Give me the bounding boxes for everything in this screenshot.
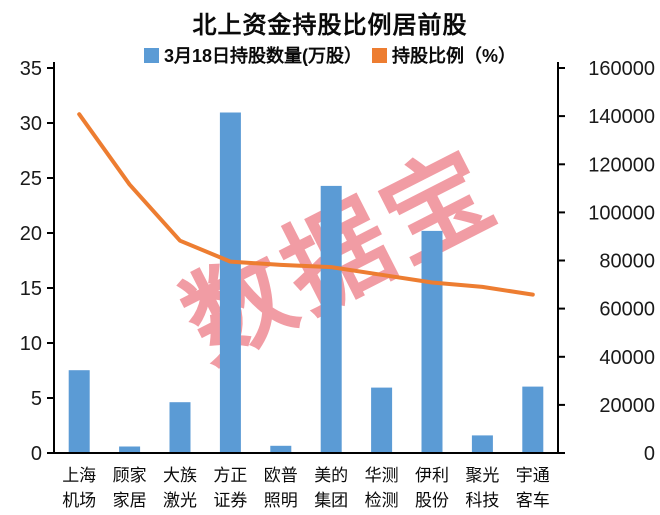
x-axis-category-label: 股份: [415, 491, 449, 510]
bar: [169, 402, 191, 453]
right-axis-tick-label: 160000: [588, 58, 655, 80]
bar: [522, 386, 544, 453]
right-axis-tick-label: 80000: [599, 251, 655, 273]
x-axis-category-label: 聚光: [465, 466, 499, 485]
x-axis-category-label: 家居: [113, 491, 147, 510]
chart-legend: 3月18日持股数量(万股） 持股比例（%）: [0, 42, 660, 68]
x-axis-category-label: 伊利: [415, 466, 449, 485]
bar: [471, 435, 493, 453]
legend-item-quantity: 3月18日持股数量(万股）: [143, 42, 362, 68]
right-axis-tick-label: 20000: [599, 395, 655, 417]
x-axis-category-label: 客车: [516, 491, 550, 510]
left-axis-tick-label: 35: [20, 58, 42, 80]
x-axis-category-label: 检测: [365, 491, 399, 510]
x-axis-category-label: 欧普: [264, 466, 298, 485]
bar: [421, 230, 443, 453]
x-axis-category-label: 方正: [213, 466, 247, 485]
x-axis-category-label: 激光: [163, 491, 197, 510]
x-axis-category-label: 美的: [314, 466, 348, 485]
right-axis-tick-label: 0: [644, 443, 655, 465]
left-axis-tick-label: 10: [20, 333, 42, 355]
legend-swatch-quantity-icon: [143, 47, 159, 63]
left-axis-tick-label: 15: [20, 278, 42, 300]
right-axis-tick-label: 140000: [588, 106, 655, 128]
x-axis-category-label: 证券: [213, 491, 247, 510]
right-axis-tick-label: 120000: [588, 154, 655, 176]
bar: [371, 387, 393, 453]
x-axis-category-label: 华测: [365, 466, 399, 485]
bar: [219, 112, 241, 453]
x-axis-category-label: 科技: [465, 491, 499, 510]
x-axis-category-label: 宇通: [516, 466, 550, 485]
holding-ratio-line: [77, 112, 535, 297]
legend-swatch-ratio-icon: [372, 47, 387, 63]
bar: [119, 446, 141, 453]
x-axis-category-label: 集团: [314, 491, 348, 510]
x-axis-category-label: 大族: [163, 466, 197, 485]
left-axis-tick-label: 0: [31, 443, 42, 465]
left-axis-tick-label: 20: [20, 223, 42, 245]
left-axis-tick-label: 30: [20, 113, 42, 135]
legend-label-quantity: 3月18日持股数量(万股）: [163, 46, 362, 66]
legend-item-ratio: 持股比例（%）: [372, 42, 516, 68]
bar: [68, 370, 90, 453]
x-axis-category-label: 顾家: [113, 466, 147, 485]
right-axis-tick-label: 60000: [599, 299, 655, 321]
left-axis-tick-label: 5: [31, 388, 42, 410]
legend-label-ratio: 持股比例（%）: [392, 46, 517, 66]
bar: [270, 445, 292, 453]
x-axis-category-label: 上海: [62, 466, 96, 485]
x-axis-category-label: 照明: [264, 491, 298, 510]
x-axis-category-label: 机场: [62, 491, 96, 510]
left-axis-tick-label: 25: [20, 168, 42, 190]
bar: [320, 185, 342, 453]
right-axis-tick-label: 40000: [599, 347, 655, 369]
chart-title: 北上资金持股比例居前股: [192, 12, 468, 39]
right-axis-tick-label: 100000: [588, 202, 655, 224]
